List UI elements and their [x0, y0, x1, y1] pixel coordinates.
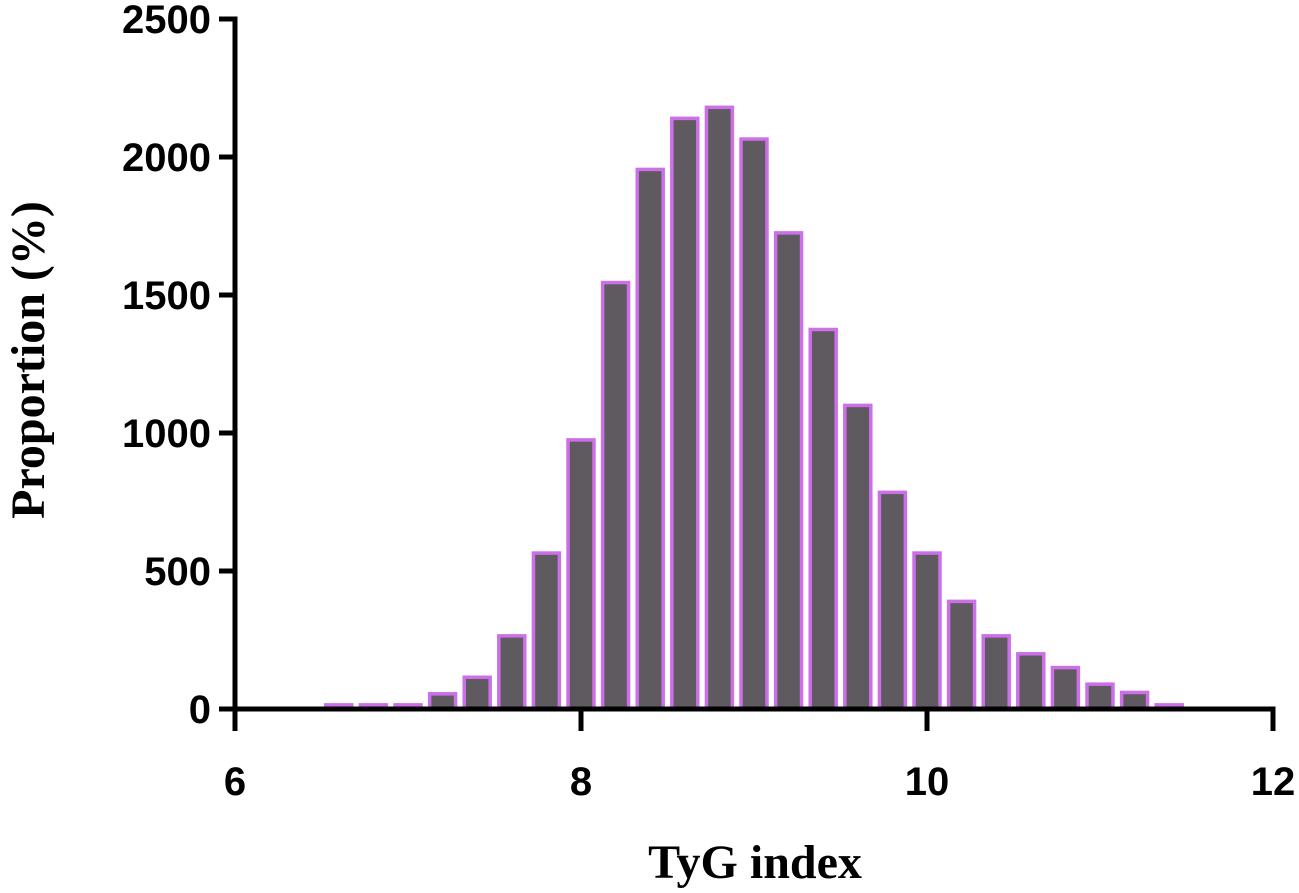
axes-group — [232, 16, 1276, 712]
bar-7.4 — [462, 675, 492, 711]
bar-10.2 — [946, 599, 977, 711]
bar-9.8 — [877, 490, 908, 711]
y-axis-title: Proportion (%) — [2, 201, 55, 519]
x-tick-label-6: 6 — [224, 760, 246, 804]
y-tick-label-500: 500 — [144, 550, 211, 594]
y-tick-label-1000: 1000 — [122, 412, 211, 456]
x-axis-title: TyG index — [648, 836, 862, 889]
bar-8.4 — [635, 167, 665, 711]
bar-7.6 — [497, 634, 527, 711]
bar-10 — [912, 551, 942, 711]
y-ticks-group: 0 500 1000 1500 2000 2500 — [122, 0, 235, 732]
x-ticks-group: 6 8 10 12 — [224, 709, 1295, 804]
bar-11 — [1085, 682, 1115, 711]
y-tick-label-2500: 2500 — [122, 0, 211, 42]
x-tick-label-8: 8 — [570, 760, 592, 804]
bar-7.8 — [531, 551, 562, 711]
bar-8.8 — [704, 105, 735, 711]
bar-10.4 — [981, 634, 1011, 711]
y-tick-label-2000: 2000 — [122, 136, 211, 180]
bar-8.2 — [600, 280, 631, 711]
bar-10.8 — [1050, 665, 1081, 711]
bar-9.6 — [843, 403, 873, 711]
x-tick-label-10: 10 — [905, 760, 950, 804]
bar-8 — [566, 438, 596, 711]
y-tick-label-1500: 1500 — [122, 274, 211, 318]
bar-10.6 — [1016, 652, 1046, 711]
bar-9.4 — [808, 327, 838, 711]
x-tick-label-12: 12 — [1251, 760, 1296, 804]
bar-9 — [739, 137, 769, 711]
bars-group — [324, 105, 1184, 711]
y-tick-label-0: 0 — [189, 688, 211, 732]
bar-9.2 — [773, 231, 804, 711]
bar-8.6 — [670, 116, 700, 711]
